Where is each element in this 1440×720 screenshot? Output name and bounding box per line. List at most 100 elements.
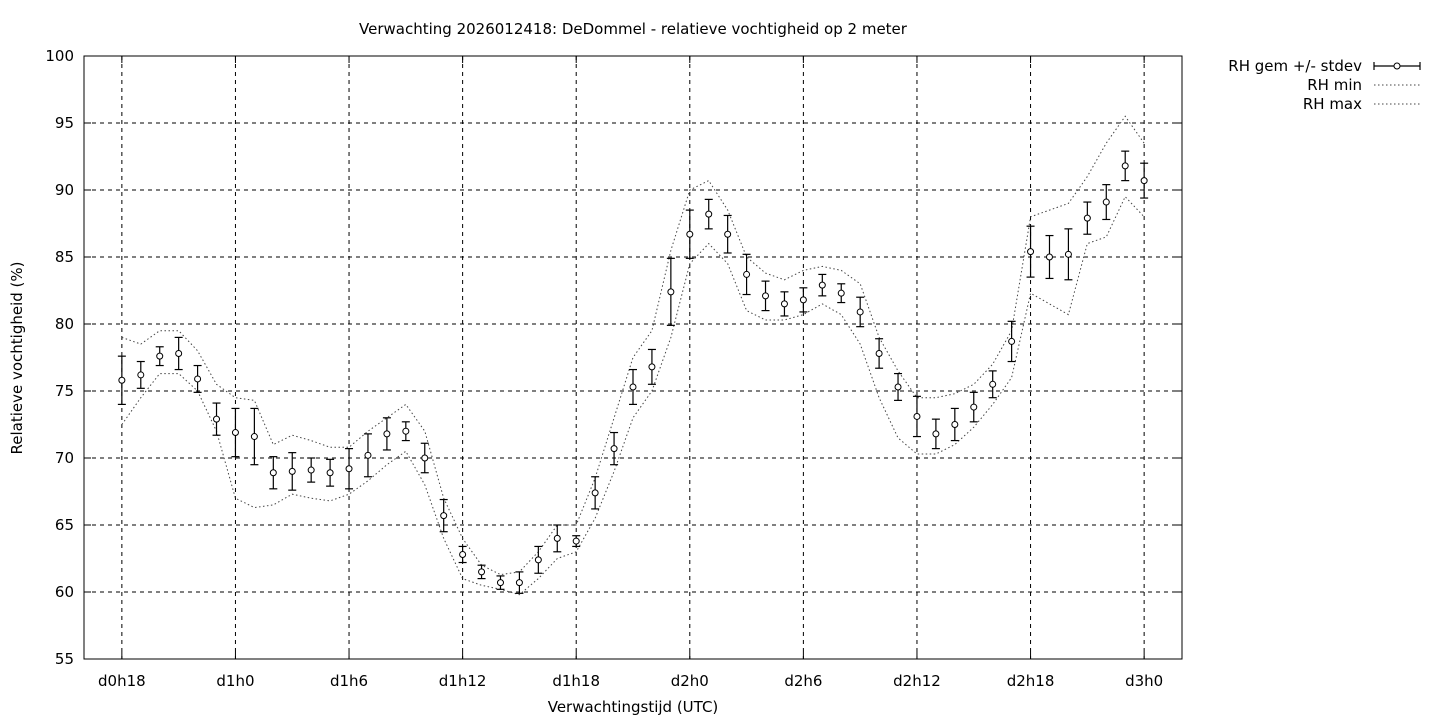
data-point	[818, 273, 827, 297]
data-point	[401, 421, 410, 442]
legend-label: RH max	[1303, 95, 1362, 113]
mean-marker	[288, 467, 296, 475]
mean-marker	[932, 430, 940, 438]
data-point	[742, 253, 751, 296]
data-point	[875, 338, 884, 369]
mean-marker	[459, 550, 467, 558]
mean-marker	[837, 289, 845, 297]
data-point	[117, 355, 126, 405]
mean-marker	[364, 451, 372, 459]
y-tick-label: 65	[55, 516, 74, 534]
mean-marker	[591, 489, 599, 497]
data-point	[269, 456, 278, 490]
y-tick-label: 70	[55, 449, 74, 467]
data-point	[1026, 225, 1035, 278]
data-point	[1140, 162, 1149, 199]
data-point	[666, 257, 675, 326]
mean-marker	[383, 430, 391, 438]
data-point	[1045, 234, 1054, 280]
data-point	[136, 360, 145, 389]
x-tick-label: d3h0	[1125, 672, 1163, 690]
mean-marker	[534, 556, 542, 564]
mean-marker	[213, 415, 221, 423]
data-point	[950, 407, 959, 442]
mean-marker	[515, 579, 523, 587]
mean-marker	[610, 445, 618, 453]
data-point	[515, 571, 524, 594]
data-point	[439, 498, 448, 533]
series-line-rh-max	[121, 115, 1145, 576]
mean-marker	[648, 363, 656, 371]
data-point	[326, 458, 335, 487]
mean-marker	[118, 376, 126, 384]
mean-marker	[1045, 253, 1053, 261]
legend-label: RH gem +/- stdev	[1228, 57, 1362, 75]
data-series	[117, 115, 1149, 596]
mean-marker	[345, 465, 353, 473]
x-tick-label: d2h18	[1007, 672, 1055, 690]
y-tick-label: 75	[55, 382, 74, 400]
mean-marker	[913, 412, 921, 420]
x-tick-label: d2h12	[893, 672, 941, 690]
mean-marker	[894, 383, 902, 391]
data-point	[723, 214, 732, 254]
data-point	[799, 287, 808, 313]
data-point	[647, 348, 656, 385]
data-point	[345, 448, 354, 490]
legend-label: RH min	[1307, 76, 1362, 94]
mean-marker	[705, 210, 713, 218]
mean-marker	[818, 281, 826, 289]
data-point	[1083, 201, 1092, 235]
x-tick-label: d1h0	[216, 672, 254, 690]
y-tick-label: 100	[45, 47, 74, 65]
data-point	[1064, 228, 1073, 281]
data-point	[496, 575, 505, 590]
data-point	[193, 364, 202, 393]
data-point	[780, 291, 789, 317]
grid-lines	[84, 56, 1182, 659]
data-point	[969, 391, 978, 423]
data-point	[250, 407, 259, 466]
mean-marker	[307, 466, 315, 474]
data-point	[610, 431, 619, 466]
data-point	[912, 395, 921, 438]
x-tick-label: d1h12	[439, 672, 487, 690]
mean-marker	[724, 230, 732, 238]
mean-marker	[572, 537, 580, 545]
data-point	[761, 280, 770, 312]
data-point	[894, 372, 903, 401]
x-axis-label: Verwachtingstijd (UTC)	[548, 698, 719, 716]
y-tick-label: 95	[55, 114, 74, 132]
data-point	[856, 296, 865, 328]
x-tick-label: d2h6	[784, 672, 822, 690]
mean-marker	[156, 352, 164, 360]
y-tick-label: 85	[55, 248, 74, 266]
data-point	[212, 402, 221, 436]
data-point	[1121, 150, 1130, 182]
mean-marker	[421, 454, 429, 462]
mean-marker	[667, 288, 675, 296]
x-tick-label: d2h0	[671, 672, 709, 690]
mean-marker	[250, 433, 258, 441]
plot-frame	[83, 55, 1183, 660]
mean-marker	[780, 300, 788, 308]
data-point	[420, 442, 429, 474]
mean-marker	[1064, 250, 1072, 258]
x-tick-label: d0h18	[98, 672, 146, 690]
y-tick-label: 80	[55, 315, 74, 333]
axis-ticks: 55 60 65 70 75 80 85 90 95 100 d0h18 d1h0 d1h6 d1h12 d…	[45, 47, 1182, 690]
mean-marker	[137, 371, 145, 379]
data-point	[458, 545, 467, 564]
y-axis-label: Relatieve vochtigheid (%)	[8, 261, 26, 454]
mean-marker	[989, 380, 997, 388]
mean-marker	[553, 534, 561, 542]
data-point	[1102, 184, 1111, 221]
mean-marker	[1121, 162, 1129, 170]
series-line-rh-min	[121, 195, 1145, 596]
data-point	[572, 535, 581, 548]
data-point	[685, 209, 694, 259]
data-point	[837, 283, 846, 304]
data-point	[591, 476, 600, 510]
data-point	[534, 545, 543, 574]
mean-marker	[1027, 248, 1035, 256]
